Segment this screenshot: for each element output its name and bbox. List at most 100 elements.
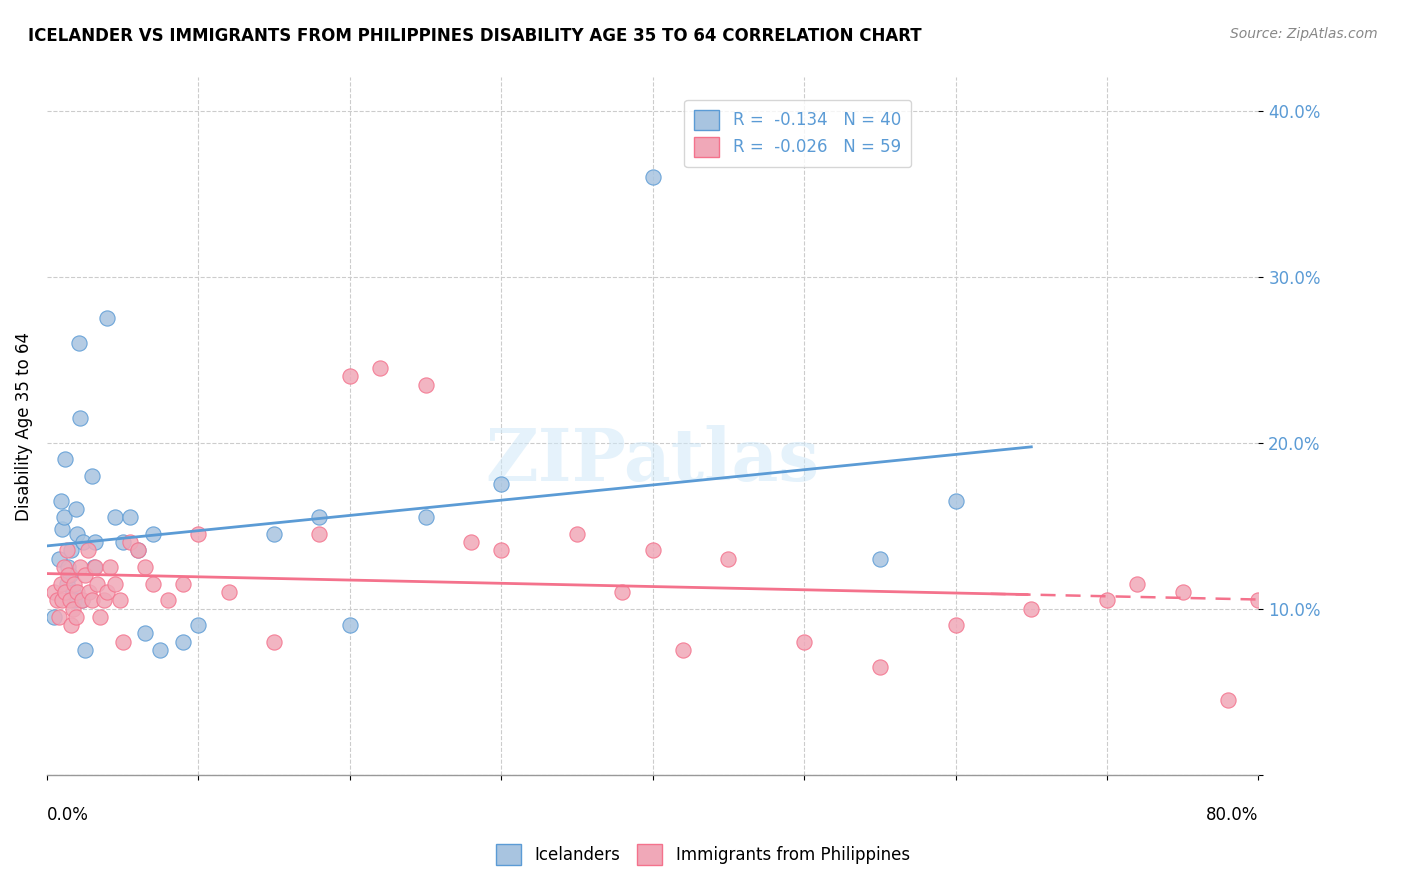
Point (76, 543, 98, 558)
Point (672, 643, 695, 657)
Point (142, 527, 165, 541)
Point (308, 510, 330, 524)
Point (134, 626, 156, 640)
Point (104, 510, 127, 524)
Point (69, 410, 91, 425)
Point (84, 535, 107, 549)
Point (120, 510, 142, 524)
Point (60, 543, 83, 558)
Point (84, 560, 107, 574)
Point (120, 535, 142, 549)
Point (565, 527, 588, 541)
Point (63, 576, 86, 591)
Point (172, 576, 194, 591)
Point (415, 510, 437, 524)
Point (73, 568, 96, 582)
Point (63, 593, 86, 607)
Point (127, 543, 149, 558)
Point (56, 560, 79, 574)
Point (60, 618, 83, 632)
Point (89, 610, 111, 624)
Point (44, 610, 66, 624)
Point (55, 543, 77, 558)
Point (793, 634, 815, 648)
Point (187, 618, 209, 632)
Point (59, 568, 82, 582)
Point (945, 493, 967, 508)
Point (67, 336, 90, 351)
Point (111, 535, 134, 549)
Point (1218, 693, 1240, 707)
Point (70, 593, 93, 607)
Point (66, 527, 89, 541)
Point (339, 618, 361, 632)
Point (187, 527, 209, 541)
Point (641, 169, 664, 184)
Point (218, 585, 240, 599)
Point (1126, 576, 1149, 591)
Point (263, 527, 285, 541)
Point (104, 576, 127, 591)
Point (489, 477, 512, 491)
Point (415, 377, 437, 392)
Point (945, 618, 967, 632)
Point (82, 468, 104, 483)
Point (1095, 593, 1118, 607)
Point (489, 543, 512, 558)
Point (142, 576, 165, 591)
Point (83, 560, 105, 574)
Point (368, 360, 391, 375)
Point (72, 535, 94, 549)
Point (339, 369, 361, 384)
Point (869, 551, 891, 566)
Point (55, 576, 77, 591)
Y-axis label: Disability Age 35 to 64: Disability Age 35 to 64 (15, 332, 32, 521)
Point (79, 585, 101, 599)
Point (65, 502, 87, 516)
Point (46, 593, 69, 607)
Point (51, 593, 73, 607)
Point (869, 659, 891, 673)
Point (62, 585, 84, 599)
Text: ZIPatlas: ZIPatlas (485, 425, 820, 496)
Point (48, 551, 70, 566)
Point (111, 634, 134, 648)
Point (86, 576, 108, 591)
Point (52, 560, 75, 574)
Point (641, 543, 664, 558)
Point (127, 543, 149, 558)
Text: ICELANDER VS IMMIGRANTS FROM PHILIPPINES DISABILITY AGE 35 TO 64 CORRELATION CHA: ICELANDER VS IMMIGRANTS FROM PHILIPPINES… (28, 27, 922, 45)
Point (53, 452, 76, 467)
Text: 0.0%: 0.0% (46, 806, 89, 824)
Point (134, 560, 156, 574)
Point (70, 593, 93, 607)
Point (59, 593, 82, 607)
Point (52, 510, 75, 524)
Legend: Icelanders, Immigrants from Philippines: Icelanders, Immigrants from Philippines (486, 834, 920, 875)
Point (96, 311, 118, 326)
Point (48, 610, 70, 624)
Point (93, 593, 115, 607)
Point (157, 593, 180, 607)
Point (82, 593, 104, 607)
Point (460, 535, 482, 549)
Point (49, 576, 72, 591)
Point (96, 585, 118, 599)
Point (49, 493, 72, 508)
Point (44, 585, 66, 599)
Point (69, 560, 91, 574)
Point (149, 643, 172, 657)
Point (53, 585, 76, 599)
Point (62, 601, 84, 615)
Point (51, 522, 73, 536)
Point (1171, 585, 1194, 599)
Point (108, 593, 131, 607)
Point (308, 527, 330, 541)
Text: 80.0%: 80.0% (1206, 806, 1258, 824)
Point (612, 585, 634, 599)
Legend: R =  -0.134   N = 40, R =  -0.026   N = 59: R = -0.134 N = 40, R = -0.026 N = 59 (685, 100, 911, 167)
Point (717, 551, 740, 566)
Point (66, 585, 89, 599)
Point (172, 634, 194, 648)
Point (263, 634, 285, 648)
